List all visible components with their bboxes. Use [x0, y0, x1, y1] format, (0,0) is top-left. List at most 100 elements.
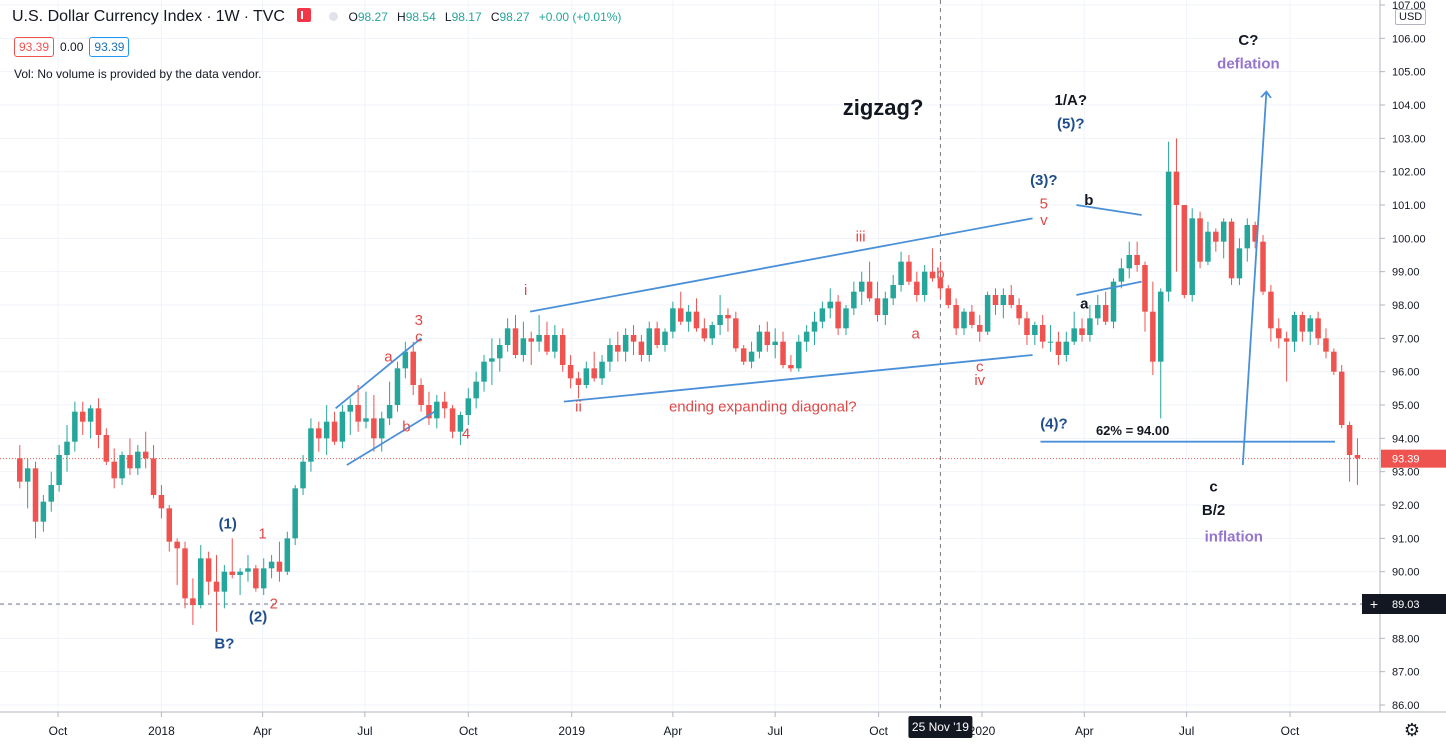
- candle-down: [693, 298, 700, 332]
- candle-up: [457, 411, 464, 445]
- candle-down: [1252, 221, 1258, 249]
- gear-icon[interactable]: ⚙: [1403, 720, 1421, 740]
- candle-body: [693, 311, 700, 329]
- crosshair-time-tag: 25 Nov '19: [908, 716, 973, 738]
- candle-body: [536, 335, 542, 342]
- wave-label: 1/A?: [1055, 92, 1088, 109]
- candle-down: [166, 505, 173, 552]
- wave-label: b: [1084, 192, 1093, 209]
- candle-down: [158, 485, 165, 519]
- trendline: [529, 217, 1033, 313]
- candle-body: [378, 418, 385, 439]
- symbol-title[interactable]: U.S. Dollar Currency Index: [12, 8, 203, 25]
- candle-body: [355, 405, 361, 422]
- candle-down: [914, 271, 920, 302]
- candle-up: [1291, 311, 1298, 352]
- candle-down: [874, 281, 881, 322]
- bid-button[interactable]: 93.39: [14, 37, 55, 57]
- candle-down: [1354, 438, 1361, 485]
- candle-body: [40, 501, 47, 522]
- ask-button[interactable]: 93.39: [89, 37, 130, 57]
- candle-body: [308, 428, 314, 462]
- candle-down: [426, 391, 432, 425]
- candle-up: [1236, 238, 1243, 285]
- candle-up: [489, 338, 495, 385]
- candle-body: [1283, 338, 1290, 342]
- candle-body: [1063, 341, 1070, 355]
- candle-down: [1268, 285, 1274, 342]
- drawings: [335, 92, 1335, 466]
- candle-body: [182, 548, 188, 599]
- wave-label: iii: [856, 229, 866, 246]
- candle-down: [780, 331, 786, 369]
- candle-up: [56, 445, 62, 492]
- candle-up: [1032, 321, 1038, 345]
- high-value: 98.54: [405, 10, 436, 24]
- candle-up: [1071, 311, 1077, 345]
- candle-body: [292, 488, 298, 539]
- candle-up: [1244, 218, 1251, 262]
- candle-down: [1276, 318, 1282, 349]
- last-price-tag: 93.39: [1381, 449, 1446, 468]
- candle-up: [1126, 241, 1133, 279]
- candle-body: [520, 338, 527, 355]
- y-tick-label: 99.00: [1392, 267, 1420, 279]
- candle-body: [276, 561, 283, 572]
- candle-body: [316, 428, 322, 439]
- candle-down: [1150, 281, 1156, 375]
- candle-body: [1307, 318, 1313, 332]
- candle-body: [1291, 315, 1298, 342]
- candle-up: [599, 355, 605, 385]
- candle-body: [1087, 318, 1093, 335]
- candle-down: [32, 461, 39, 539]
- candle-up: [1000, 288, 1007, 319]
- candle-up: [347, 398, 354, 435]
- candle-body: [1095, 305, 1101, 319]
- candle-body: [992, 295, 999, 305]
- candle-body: [827, 301, 834, 309]
- y-tick-label: 102.00: [1392, 167, 1426, 179]
- candle-down: [866, 261, 873, 302]
- candle-body: [339, 411, 346, 442]
- y-tick-label: 97.00: [1392, 333, 1420, 345]
- candle-up: [1220, 218, 1227, 259]
- candle-body: [662, 331, 668, 345]
- candle-up: [72, 401, 78, 452]
- candle-down: [1331, 348, 1337, 375]
- candle-up: [520, 321, 527, 362]
- y-tick-label: 88.00: [1392, 633, 1420, 645]
- candle-up: [497, 338, 503, 372]
- candle-body: [1071, 328, 1077, 342]
- candle-up: [481, 355, 487, 392]
- candle-body: [961, 311, 967, 329]
- candle-down: [953, 298, 959, 335]
- candle-down: [371, 395, 377, 452]
- candle-down: [213, 555, 220, 632]
- candle-body: [1118, 268, 1125, 282]
- candle-body: [1213, 231, 1219, 242]
- candle-body: [434, 401, 440, 419]
- candle-body: [1016, 305, 1022, 319]
- x-tick-label: Apr: [664, 724, 683, 738]
- candle-body: [843, 308, 849, 329]
- candle-body: [56, 455, 62, 485]
- flag-icon[interactable]: [297, 8, 312, 22]
- wave-label: (4)?: [1040, 415, 1068, 432]
- x-tick-label: Jul: [1179, 724, 1194, 738]
- candle-body: [449, 408, 456, 432]
- candle-down: [559, 328, 566, 372]
- candle-body: [1000, 295, 1007, 305]
- wave-label: (2): [249, 609, 267, 626]
- candle-body: [685, 311, 692, 322]
- candle-body: [1252, 225, 1258, 242]
- candle-body: [1260, 241, 1266, 292]
- candle-down: [316, 421, 322, 452]
- candle-body: [95, 408, 102, 435]
- interval-label[interactable]: 1W: [215, 8, 240, 25]
- candle-up: [670, 301, 676, 339]
- candle-down: [79, 401, 86, 435]
- candle-body: [221, 571, 228, 592]
- currency-button[interactable]: USD: [1395, 9, 1427, 25]
- candle-body: [497, 345, 503, 359]
